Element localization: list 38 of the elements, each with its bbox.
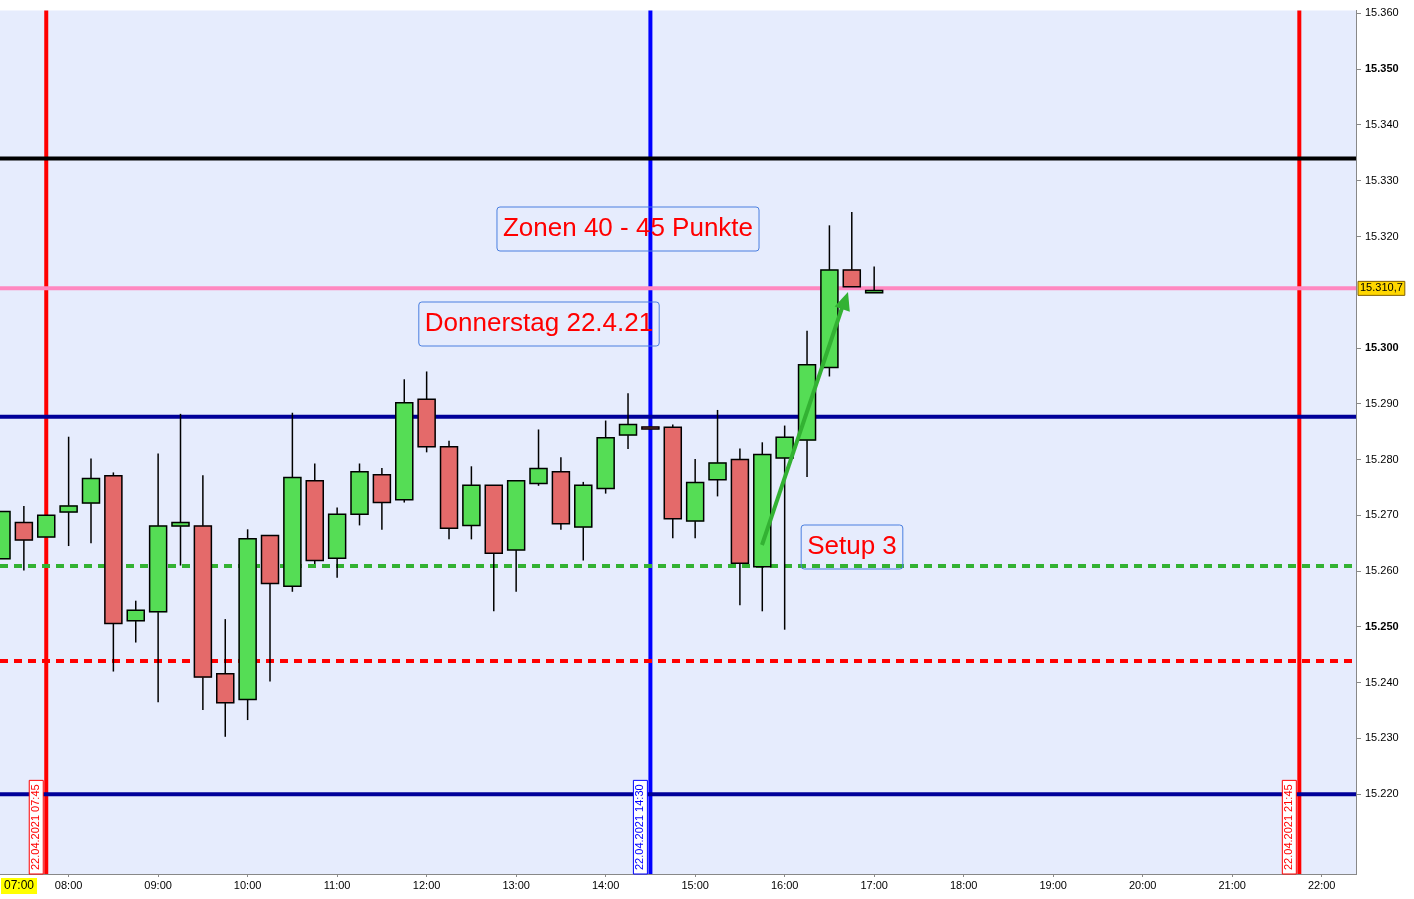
y-tick-label: 15.280 <box>1365 452 1399 465</box>
x-tick-label: 18:00 <box>949 878 978 891</box>
y-tick-label: 15.270 <box>1365 508 1399 521</box>
annotation: Setup 3 <box>807 530 897 561</box>
ref-line-label: 22.04.2021 07:45 <box>29 784 42 870</box>
candlestick <box>775 424 794 631</box>
y-tick-label: 15.290 <box>1365 396 1399 409</box>
x-tick-label: 20:00 <box>1128 878 1157 891</box>
y-tick-label: 15.260 <box>1365 564 1399 577</box>
x-tick-label: 15:00 <box>681 878 709 891</box>
x-tick-label: 09:00 <box>144 878 172 891</box>
x-tick-label: 17:00 <box>860 878 888 891</box>
y-tick-label: 15.350 <box>1365 62 1399 75</box>
x-tick-label: 11:00 <box>323 878 351 891</box>
y-tick-label: 15.330 <box>1365 173 1399 186</box>
x-tick-label: 19:00 <box>1039 878 1067 891</box>
x-tick-label: 10:00 <box>233 878 262 891</box>
y-tick-label: 15.220 <box>1365 787 1399 800</box>
y-tick-label: 15.300 <box>1365 341 1399 354</box>
y-tick-label: 15.340 <box>1365 117 1399 130</box>
x-tick-label: 16:00 <box>770 878 799 891</box>
ref-line-label: 22.04.2021 21:45 <box>1282 784 1295 870</box>
x-tick-label: 12:00 <box>412 878 441 891</box>
text: 07:00 <box>4 878 35 893</box>
y-tick-label: 15.250 <box>1365 619 1399 632</box>
x-tick-label: 21:00 <box>1218 878 1246 891</box>
y-tick-label: 15.240 <box>1365 675 1399 688</box>
ref-line-label: 15.310,7 <box>1360 281 1403 294</box>
x-tick-label: 14:00 <box>591 878 620 891</box>
y-tick-label: 15.230 <box>1365 731 1399 744</box>
x-tick-label: 22:00 <box>1307 878 1336 891</box>
x-tick-label: 13:00 <box>502 878 530 891</box>
y-tick-label: 15.360 <box>1365 6 1399 19</box>
candlestick <box>59 435 78 547</box>
candlestick <box>126 599 145 644</box>
x-tick-label: 08:00 <box>54 878 83 891</box>
y-tick-label: 15.320 <box>1365 229 1399 242</box>
ref-line-label: 22.04.2021 14:30 <box>633 784 646 870</box>
